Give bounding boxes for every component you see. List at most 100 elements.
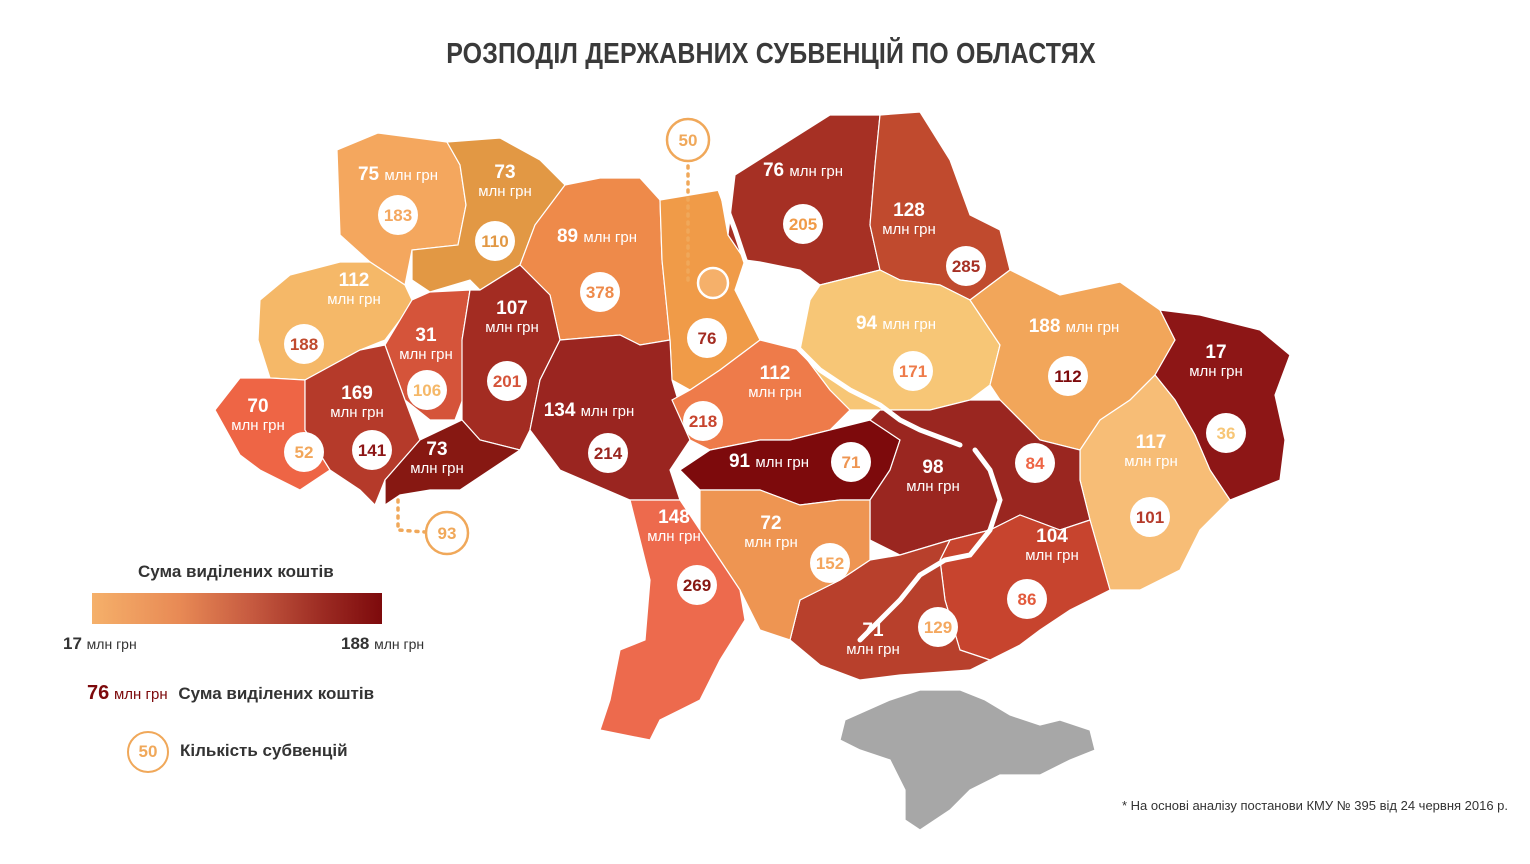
region-count: 52 [295,443,314,462]
legend-min-value: 17 [63,634,82,653]
region-count-circle [1206,413,1246,453]
region-amount: 17 млн грн [1189,342,1243,380]
region-count-circle [475,221,515,261]
legend-amount-label: Сума виділених коштів [178,684,375,703]
region-count-circle [687,318,727,358]
region-shape-crimea [839,689,1096,831]
region-count: 110 [481,232,508,251]
region-amount: 128 млн грн [882,200,936,238]
region-shape-vinnytsia [529,334,691,501]
region-count: 71 [842,453,861,472]
region-count: 112 [1054,367,1081,386]
region-count-circle [946,246,986,286]
legend-count-circle: 50 [127,731,169,773]
region-shape-chernihiv [727,114,881,286]
region-count: 171 [899,362,927,381]
region-amount: 72 млн грн [744,513,798,551]
region-amount: 117 млн грн [1124,432,1178,470]
legend-count-label: Кількість субвенцій [180,741,348,760]
region-count-circle [683,401,723,441]
callout-count: 93 [438,524,457,543]
region-amount: 76 млн грн [763,160,843,181]
region-amount: 75 млн грн [358,164,438,185]
region-shape-chernivtsi [384,419,522,507]
legend-min-unit: млн грн [86,636,137,652]
region-amount: 91 млн грн [729,451,809,472]
region-amount: 107 млн грн [485,298,539,336]
legend-max-value: 188 [341,634,370,653]
region-count-circle [580,272,620,312]
region-count: 76 [698,329,717,348]
region-count: 101 [1136,508,1164,527]
region-count-circle [487,361,527,401]
region-count: 106 [413,381,441,400]
region-count: 218 [689,412,717,431]
legend-amount-example: 76 млн грн Сума виділених коштів [87,682,374,705]
river-lines [717,187,1003,643]
region-amount: 98 млн грн [906,457,960,495]
map-title: РОЗПОДІЛ ДЕРЖАВНИХ СУБВЕНЦІЙ ПО ОБЛАСТЯХ [446,38,1096,70]
legend-max-label: 188 млн грн [341,634,424,654]
region-amount: 169 млн грн [330,383,384,421]
region-amount: 188 млн грн [1029,316,1120,337]
region-count-circle [1130,497,1170,537]
region-amount: 73 млн грн [478,162,532,200]
region-amount: 71 млн грн [846,620,900,658]
region-count-circle [407,370,447,410]
region-count: 84 [1026,454,1045,473]
legend-gradient-bar [92,593,382,624]
region-count: 188 [290,335,318,354]
region-count: 205 [789,215,817,234]
callout-count: 50 [679,131,698,150]
region-amount: 94 млн грн [856,313,936,334]
region-count: 378 [586,283,614,302]
region-shape-rivne [411,137,566,293]
region-count: 183 [384,206,412,225]
callout-count-circle [424,510,470,556]
region-amount: 104 млн грн [1025,526,1079,564]
legend-amount-unit: млн грн [113,686,168,703]
region-count-circle [783,204,823,244]
region-count: 152 [816,554,844,573]
region-amount: 89 млн грн [557,226,637,247]
region-count: 36 [1217,424,1236,443]
region-count: 269 [683,576,711,595]
region-shape-ternopil [384,289,471,421]
region-count-circle [1007,579,1047,619]
region-count-circle [831,442,871,482]
region-amount: 31 млн грн [399,325,453,363]
footnote: * На основі аналізу постанови КМУ № 395 … [1122,798,1509,813]
callout-count-circle [665,117,711,163]
region-count-circle [1015,443,1055,483]
region-amount: 112 млн грн [748,363,802,401]
callout-lines [396,156,690,534]
region-count: 201 [493,372,521,391]
region-shape-sumy [869,111,1011,301]
region-count-circle [588,433,628,473]
region-count-circle [284,324,324,364]
kyiv-city-dot [696,266,730,300]
region-amount: 112 млн грн [327,270,381,308]
region-amount: 133 млн грн [745,276,799,314]
legend-amount-value: 76 [87,682,110,704]
region-amount: 148 млн грн [647,507,701,545]
legend-max-unit: млн грн [374,636,425,652]
region-count: 214 [594,444,623,463]
region-count-circle [378,195,418,235]
region-count-circle [1048,356,1088,396]
region-count-circle [810,543,850,583]
region-count: 141 [358,441,386,460]
region-amount: 70 млн грн [231,396,285,434]
region-amount: 134 млн грн [544,400,635,421]
region-count: 129 [924,618,952,637]
region-count: 285 [952,257,980,276]
legend-gradient-title: Сума виділених коштів [138,562,334,581]
region-shape-odesa [599,499,746,741]
region-count-circle [918,607,958,647]
region-count-circle [352,430,392,470]
region-count-circle [677,565,717,605]
region-count-circle [893,351,933,391]
region-amount: 73 млн грн [410,439,464,477]
legend-min-label: 17 млн грн [63,634,137,654]
